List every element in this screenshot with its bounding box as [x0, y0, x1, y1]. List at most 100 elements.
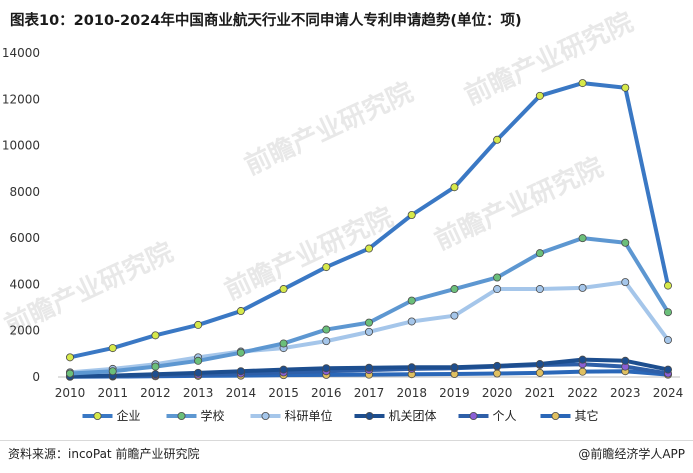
data-point: [322, 364, 331, 373]
x-tick-label: 2024: [653, 386, 684, 400]
x-tick-label: 2021: [525, 386, 556, 400]
x-axis: 2010 2011 2012 2013 2014 2015 2016 2017 2018 2019…: [55, 376, 684, 400]
data-point: [236, 348, 245, 357]
data-point: [493, 285, 502, 294]
y-tick-label: 6000: [9, 231, 40, 245]
legend: 企业 学校 科研单位 机关团体 个人 其它: [82, 408, 599, 423]
data-point: [621, 83, 630, 92]
data-point: [194, 368, 203, 377]
data-point: [236, 307, 245, 316]
page-title: 图表10：2010-2024年中国商业航天行业不同申请人专利申请趋势(单位：项): [10, 13, 522, 29]
x-tick-label: 2018: [396, 386, 427, 400]
y-tick-label: 2000: [9, 324, 40, 338]
data-point: [279, 365, 288, 374]
watermark-text: 前瞻产业研究院: [240, 76, 418, 181]
x-tick-label: 2012: [140, 386, 171, 400]
y-tick-label: 0: [32, 370, 40, 384]
data-point: [151, 362, 160, 371]
data-point: [578, 283, 587, 292]
y-axis: 0 2000 4000 6000 8000 10000 12000 14000: [2, 46, 40, 384]
data-point: [322, 263, 331, 272]
data-point: [364, 318, 373, 327]
legend-swatch-marker: [469, 411, 478, 420]
data-point: [364, 244, 373, 253]
legend-label: 学校: [201, 408, 225, 423]
source-note: 资料来源：incoPat 前瞻产业研究院: [8, 447, 200, 461]
legend-item: 企业: [82, 408, 141, 423]
data-point: [407, 363, 416, 372]
data-point: [450, 363, 459, 372]
x-tick-label: 2016: [311, 386, 342, 400]
legend-label: 其它: [575, 408, 599, 423]
data-point: [108, 344, 117, 353]
data-point: [664, 365, 673, 374]
x-tick-label: 2010: [55, 386, 86, 400]
data-point: [407, 317, 416, 326]
data-point: [664, 335, 673, 344]
data-point: [535, 249, 544, 258]
data-point: [535, 91, 544, 100]
legend-label: 机关团体: [389, 409, 437, 423]
data-point: [236, 367, 245, 376]
legend-swatch-marker: [365, 411, 374, 420]
x-tick-label: 2023: [610, 386, 641, 400]
data-point: [535, 368, 544, 377]
data-point: [535, 360, 544, 369]
data-point: [194, 356, 203, 365]
data-point: [450, 311, 459, 320]
data-point: [578, 355, 587, 364]
data-point: [493, 135, 502, 144]
data-point: [578, 234, 587, 243]
data-point: [66, 353, 75, 362]
series-4: [66, 355, 673, 381]
data-point: [407, 296, 416, 305]
legend-label: 个人: [493, 409, 517, 423]
data-point: [535, 285, 544, 294]
legend-item: 科研单位: [250, 408, 333, 423]
data-point: [621, 278, 630, 287]
x-tick-label: 2022: [567, 386, 598, 400]
legend-swatch-marker: [551, 411, 560, 420]
data-point: [364, 327, 373, 336]
data-point: [279, 285, 288, 294]
legend-item: 个人: [458, 409, 517, 423]
legend-item: 其它: [540, 408, 599, 423]
data-point: [151, 370, 160, 379]
series-1: [66, 79, 673, 362]
x-tick-label: 2019: [439, 386, 470, 400]
data-point: [322, 337, 331, 346]
x-tick-label: 2015: [268, 386, 299, 400]
data-point: [194, 320, 203, 329]
legend-swatch-marker: [261, 411, 270, 420]
legend-swatch-marker: [177, 411, 186, 420]
legend-swatch-marker: [93, 411, 102, 420]
data-point: [407, 210, 416, 219]
y-tick-label: 14000: [2, 46, 40, 60]
y-tick-label: 10000: [2, 139, 40, 153]
x-tick-label: 2013: [183, 386, 214, 400]
footer: 资料来源：incoPat 前瞻产业研究院 @前瞻经济学人APP: [0, 440, 693, 473]
data-point: [664, 308, 673, 317]
data-point: [621, 238, 630, 247]
legend-item: 学校: [166, 408, 225, 423]
data-point: [493, 361, 502, 370]
data-point: [578, 367, 587, 376]
x-tick-label: 2011: [97, 386, 128, 400]
y-tick-label: 12000: [2, 92, 40, 106]
x-tick-label: 2020: [482, 386, 513, 400]
data-point: [450, 285, 459, 294]
y-tick-label: 8000: [9, 185, 40, 199]
x-tick-label: 2017: [354, 386, 385, 400]
legend-item: 机关团体: [354, 409, 437, 423]
data-point: [279, 339, 288, 348]
data-point: [108, 367, 117, 376]
data-point: [664, 281, 673, 290]
data-point: [364, 363, 373, 372]
data-point: [493, 369, 502, 378]
legend-label: 企业: [117, 408, 141, 423]
data-point: [621, 356, 630, 365]
data-point: [493, 273, 502, 282]
data-point: [322, 325, 331, 334]
series-layer: [66, 79, 673, 381]
